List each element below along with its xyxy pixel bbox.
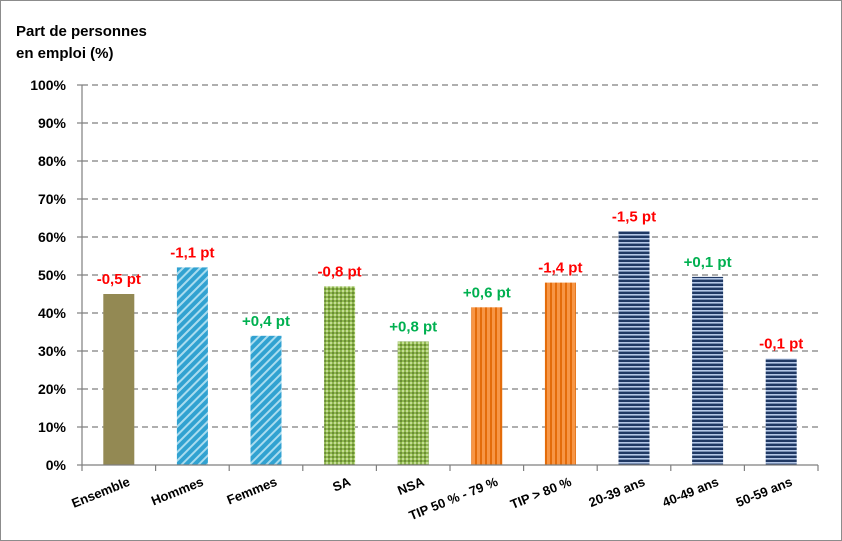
y-tick-label: 10% bbox=[38, 419, 67, 435]
change-label: -0,8 pt bbox=[318, 263, 362, 280]
change-label: -1,5 pt bbox=[612, 208, 656, 225]
bar bbox=[397, 341, 429, 465]
x-tick-label: Ensemble bbox=[69, 474, 132, 511]
x-tick-label: SA bbox=[330, 474, 353, 495]
x-tick-label: TIP > 80 % bbox=[508, 474, 574, 512]
bar bbox=[324, 286, 356, 465]
y-tick-label: 40% bbox=[38, 305, 67, 321]
x-tick-label: Hommes bbox=[149, 474, 206, 508]
change-label: -1,4 pt bbox=[538, 260, 582, 277]
y-tick-labels: 0% 10% 20% 30% 40% 50% 60% 70% 80% 90% 100% bbox=[30, 77, 66, 473]
y-axis-title-line-1: Part de personnes bbox=[16, 23, 147, 40]
change-label: +0,6 pt bbox=[463, 284, 511, 301]
bar bbox=[618, 231, 650, 465]
y-tick-label: 70% bbox=[38, 191, 67, 207]
x-tick-label: NSA bbox=[395, 474, 427, 498]
y-tick-label: 0% bbox=[46, 457, 67, 473]
x-tick-label: 20-39 ans bbox=[587, 474, 648, 510]
y-tick-label: 20% bbox=[38, 381, 67, 397]
y-axis-title: Part de personnes en emploi (%) bbox=[16, 21, 147, 65]
x-tick-label: 50-59 ans bbox=[734, 474, 795, 510]
axes bbox=[77, 84, 819, 471]
change-label: -1,1 pt bbox=[170, 244, 214, 261]
bar bbox=[544, 282, 576, 465]
y-tick-label: 100% bbox=[30, 77, 66, 93]
change-label: +0,4 pt bbox=[242, 313, 290, 330]
bar bbox=[250, 335, 282, 465]
y-tick-label: 30% bbox=[38, 343, 67, 359]
change-label: -0,1 pt bbox=[759, 336, 803, 353]
y-axis-title-line-2: en emploi (%) bbox=[16, 45, 114, 62]
bar bbox=[103, 294, 135, 465]
bar bbox=[692, 276, 724, 465]
y-tick-label: 50% bbox=[38, 267, 67, 283]
y-tick-label: 60% bbox=[38, 229, 67, 245]
bars bbox=[103, 231, 797, 465]
change-label: +0,8 pt bbox=[389, 319, 437, 336]
y-tick-label: 80% bbox=[38, 153, 67, 169]
change-label: -0,5 pt bbox=[97, 271, 141, 288]
x-tick-label: 40-49 ans bbox=[660, 474, 721, 510]
bar bbox=[765, 358, 797, 465]
x-tick-label: Femmes bbox=[225, 474, 280, 508]
change-annotations: -0,5 pt -1,1 pt +0,4 pt -0,8 pt +0,8 pt +0,6 … bbox=[97, 208, 804, 352]
bar bbox=[471, 307, 503, 465]
change-label: +0,1 pt bbox=[684, 254, 732, 271]
bar bbox=[176, 267, 208, 465]
y-tick-label: 90% bbox=[38, 115, 67, 131]
